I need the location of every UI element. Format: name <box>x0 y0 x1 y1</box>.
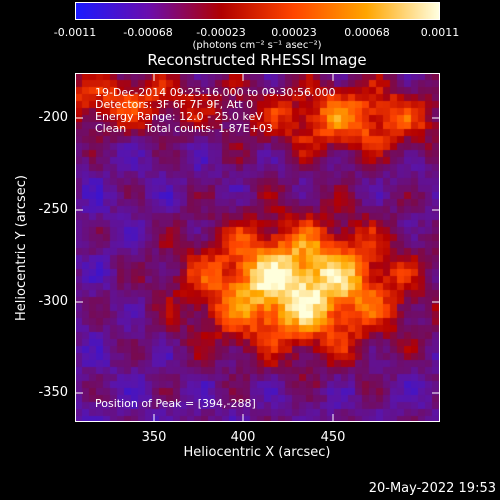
y-tick-label: -300 <box>38 294 68 309</box>
colorbar <box>75 2 440 20</box>
info-line-energy: Energy Range: 12.0 - 25.0 keV <box>95 110 263 123</box>
y-axis-label: Heliocentric Y (arcsec) <box>14 175 29 321</box>
rhessi-image <box>75 73 440 422</box>
colorbar-tick-label: 0.0011 <box>420 26 460 39</box>
info-line-detectors: Detectors: 3F 6F 7F 9F, Att 0 <box>95 98 254 111</box>
colorbar-tick-label: 0.00023 <box>271 26 317 39</box>
x-tick-label: 450 <box>320 430 346 445</box>
colorbar-gradient <box>76 3 439 19</box>
plot-title: Reconstructed RHESSI Image <box>147 51 367 69</box>
peak-position: Position of Peak = [394,-288] <box>95 397 256 410</box>
y-tick-label: -250 <box>38 202 68 217</box>
colorbar-tick-label: 0.00068 <box>344 26 390 39</box>
info-line-clean: Clean <box>95 122 127 135</box>
y-tick-label: -350 <box>38 385 68 400</box>
info-line-counts: Total counts: 1.87E+03 <box>145 122 273 135</box>
colorbar-tick-label: -0.00023 <box>196 26 246 39</box>
y-tick-label: -200 <box>38 110 68 125</box>
colorbar-tick-label: -0.00068 <box>123 26 173 39</box>
x-tick-label: 350 <box>141 430 167 445</box>
x-axis-label: Heliocentric X (arcsec) <box>183 445 331 460</box>
colorbar-unit-label: (photons cm⁻² s⁻¹ asec⁻²) <box>192 40 322 51</box>
timestamp: 20-May-2022 19:53 <box>368 481 496 496</box>
colorbar-tick-label: -0.0011 <box>53 26 97 39</box>
info-line-time: 19-Dec-2014 09:25:16.000 to 09:30:56.000 <box>95 86 336 99</box>
x-tick-label: 400 <box>230 430 256 445</box>
